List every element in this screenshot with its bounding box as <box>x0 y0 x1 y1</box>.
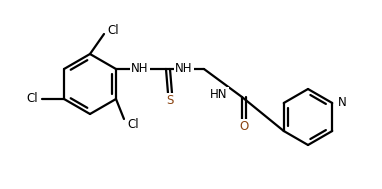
Text: S: S <box>166 94 174 108</box>
Text: O: O <box>240 121 249 133</box>
Text: NH: NH <box>131 61 149 74</box>
Text: N: N <box>338 95 346 108</box>
Text: NH: NH <box>175 61 193 74</box>
Text: Cl: Cl <box>127 118 139 130</box>
Text: Cl: Cl <box>26 92 38 105</box>
Text: HN: HN <box>210 88 228 101</box>
Text: Cl: Cl <box>107 23 119 36</box>
